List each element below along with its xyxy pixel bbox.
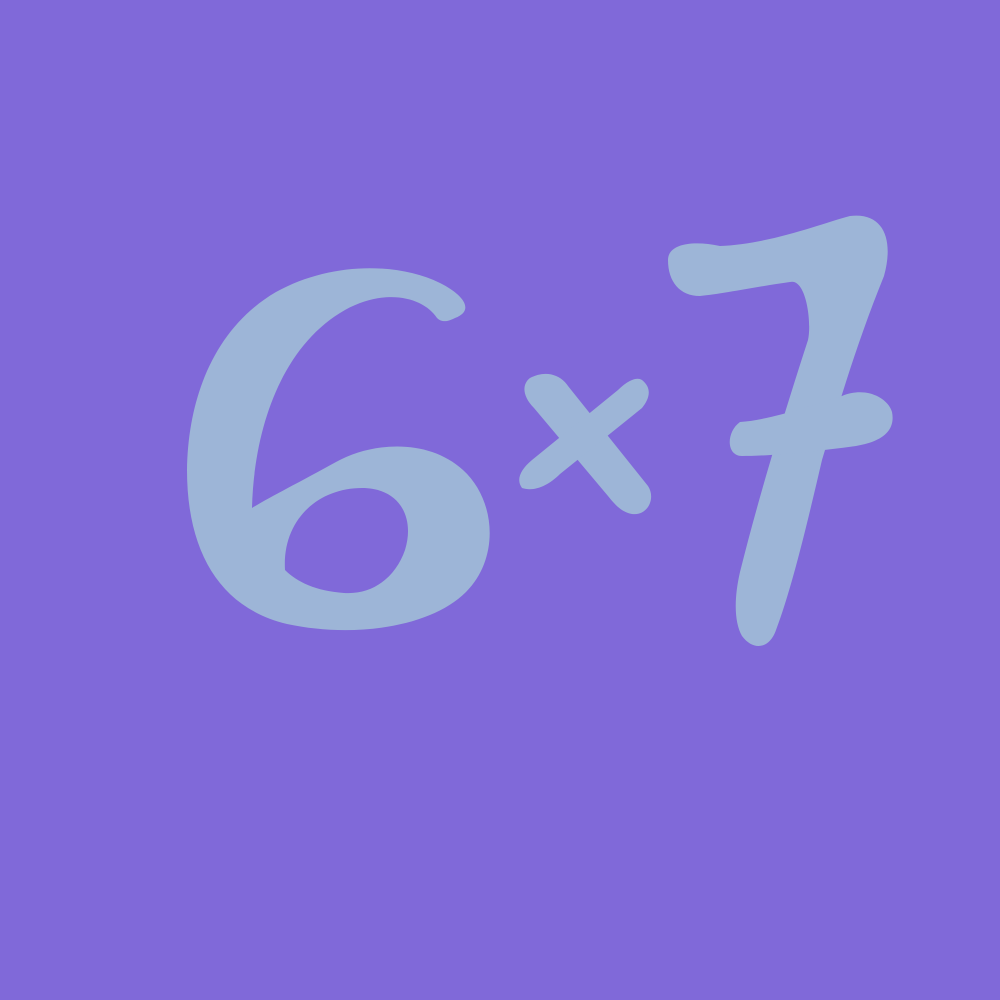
digit-seven-stem xyxy=(668,215,888,647)
multiplication-stroke-ascending xyxy=(519,378,649,490)
digit-seven-crossbar xyxy=(729,392,893,456)
digit-six xyxy=(187,268,490,631)
